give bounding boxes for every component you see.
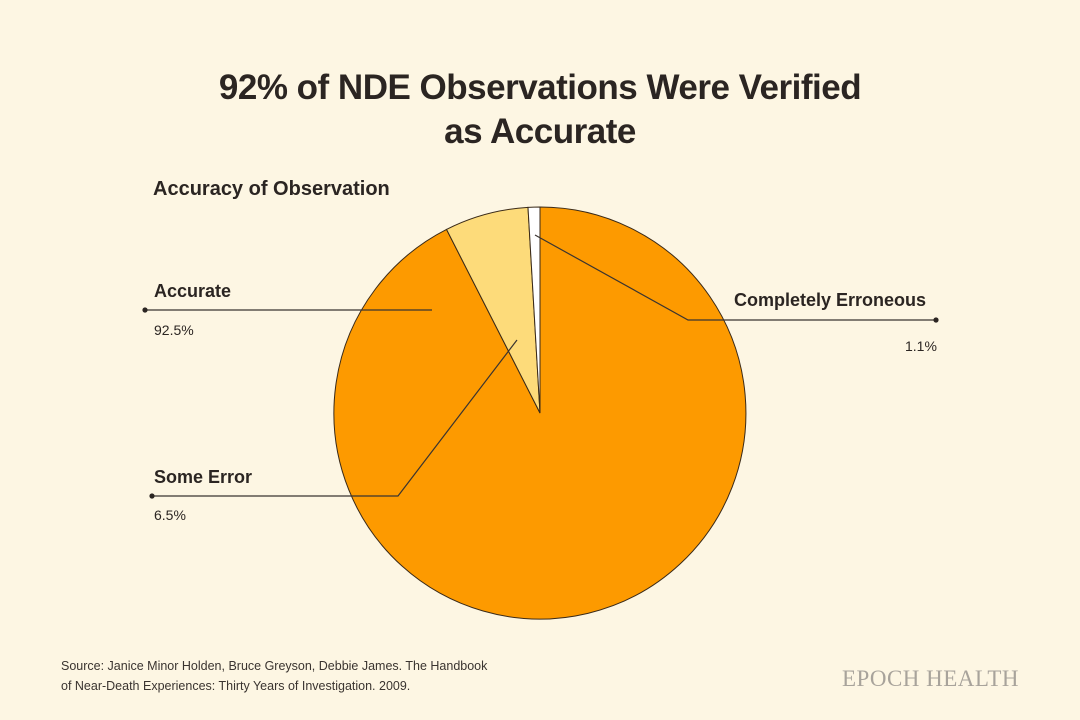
label-accurate: Accurate — [154, 281, 232, 301]
source-line-1: Source: Janice Minor Holden, Bruce Greys… — [61, 659, 488, 673]
title-line-1: 92% of NDE Observations Were Verified — [218, 68, 862, 107]
slice-erroneous — [527, 206, 541, 414]
leader-some-error — [152, 339, 518, 497]
value-erroneous: 1.1% — [905, 338, 937, 354]
label-erroneous: Completely Erroneous — [734, 290, 927, 310]
source-line-2: of Near-Death Experiences: Thirty Years … — [61, 679, 411, 693]
chart-title: 92% of NDE Observations Were Verified as… — [0, 66, 1080, 154]
source-note: Source: Janice Minor Holden, Bruce Greys… — [61, 656, 487, 696]
label-some-error: Some Error — [154, 467, 253, 487]
chart-subtitle: Accuracy of Observation — [153, 178, 390, 200]
value-accurate: 92.5% — [154, 322, 194, 338]
leader-erroneous — [534, 234, 936, 321]
brand-logo: EPOCH HEALTH — [842, 666, 1020, 691]
value-some-error: 6.5% — [154, 507, 186, 523]
title-line-2: as Accurate — [444, 112, 636, 151]
